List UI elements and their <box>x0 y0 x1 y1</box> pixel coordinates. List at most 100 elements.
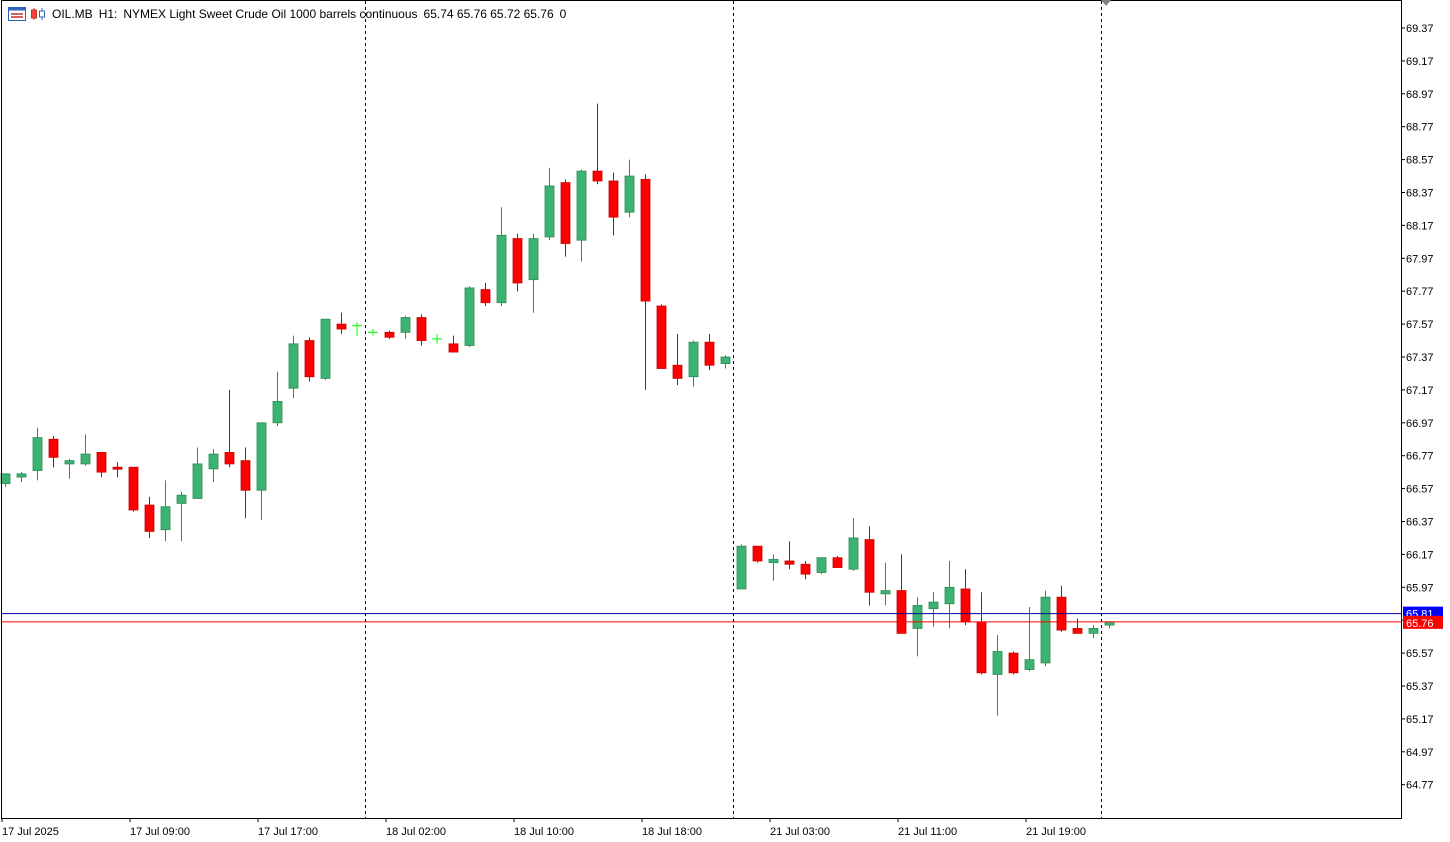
candle <box>432 333 442 344</box>
candle <box>448 335 459 353</box>
candle <box>560 179 571 257</box>
candle-body <box>112 466 123 470</box>
y-tick-label: 68.37 <box>1406 188 1434 200</box>
candle-body <box>288 343 299 389</box>
candle-body <box>208 453 219 470</box>
candlestick-icon[interactable] <box>30 7 48 21</box>
candle <box>512 233 523 292</box>
bid-price-badge <box>1403 615 1443 629</box>
candle <box>464 286 475 348</box>
candle <box>0 473 11 487</box>
y-tick-label: 68.97 <box>1406 89 1434 101</box>
candle <box>928 592 939 627</box>
candle <box>848 518 859 571</box>
x-tick-label: 17 Jul 2025 <box>2 826 59 838</box>
candle <box>256 422 267 520</box>
y-tick-label: 64.97 <box>1406 747 1434 759</box>
y-tick-label: 67.37 <box>1406 352 1434 364</box>
candle-body <box>192 463 203 499</box>
candle-body <box>624 175 635 213</box>
candle-body <box>144 504 155 532</box>
x-tick-label: 18 Jul 02:00 <box>386 826 446 838</box>
timeframe: H1: <box>98 7 118 21</box>
candle-body <box>704 341 715 366</box>
candle-body <box>1088 628 1099 634</box>
candle <box>1072 618 1083 634</box>
candle-body <box>944 586 955 605</box>
candle <box>800 560 811 580</box>
candle <box>1008 651 1019 675</box>
candle <box>912 597 923 657</box>
candle-body <box>496 234 507 304</box>
candle <box>1104 621 1115 629</box>
candle-body <box>32 437 43 471</box>
candle <box>832 556 843 568</box>
y-tick-label: 67.97 <box>1406 253 1434 265</box>
candle-body <box>1040 596 1051 664</box>
shift-marker-icon[interactable] <box>1101 0 1111 6</box>
candle-body <box>528 238 539 281</box>
candle-body <box>176 494 187 504</box>
candle-body <box>560 182 571 244</box>
candle <box>816 557 827 575</box>
candle-body <box>784 560 795 565</box>
candle-body <box>672 364 683 379</box>
y-tick-label: 67.77 <box>1406 286 1434 298</box>
candle-body <box>336 323 347 330</box>
candle-body <box>480 289 491 304</box>
candle-body <box>320 318 331 379</box>
candle <box>208 449 219 483</box>
candle-body <box>256 422 267 491</box>
candle-body <box>448 343 459 353</box>
price-lines <box>2 613 1401 623</box>
candle <box>304 337 315 382</box>
x-tick-label: 18 Jul 18:00 <box>642 826 702 838</box>
candle <box>624 159 635 218</box>
y-tick-label: 69.17 <box>1406 56 1434 68</box>
candle <box>240 447 251 519</box>
chart-window-icon[interactable] <box>8 7 26 21</box>
candle <box>944 560 955 629</box>
candle <box>320 318 331 381</box>
bid-price-label: 65.76 <box>1406 618 1434 630</box>
candle-body <box>592 170 603 182</box>
candle-body <box>960 588 971 623</box>
symbol: OIL.MB <box>52 7 93 21</box>
candle <box>368 329 378 336</box>
candle <box>960 569 971 626</box>
x-tick-label: 17 Jul 17:00 <box>258 826 318 838</box>
candle-body <box>160 506 171 531</box>
candle <box>1088 625 1099 639</box>
candle <box>544 167 555 241</box>
candle <box>720 355 731 369</box>
y-tick-label: 64.77 <box>1406 780 1434 792</box>
candle <box>80 434 91 466</box>
ohlc-values: 65.74 65.76 65.72 65.76 <box>423 7 554 21</box>
time-axis[interactable]: 17 Jul 2025 17 Jul 09:00 17 Jul 17:00 18 Ju… <box>1 818 1086 838</box>
y-tick-label: 65.17 <box>1406 714 1434 726</box>
price-axis[interactable]: 69.37 69.17 68.97 68.77 68.57 68.37 68.17 67.97… <box>1401 23 1434 792</box>
candle-body <box>912 604 923 629</box>
candle-body <box>128 466 139 511</box>
candle-body <box>512 238 523 284</box>
candle-body <box>464 287 475 346</box>
plot-frame <box>1 0 1402 819</box>
candle <box>176 491 187 542</box>
candle-body <box>800 563 811 575</box>
candle-body <box>896 590 907 634</box>
candle-body <box>96 452 107 473</box>
candle <box>128 466 139 512</box>
candle-body <box>848 537 859 570</box>
candle <box>736 544 747 590</box>
candle-body <box>816 557 827 573</box>
candle-body <box>1008 652 1019 674</box>
y-tick-label: 69.37 <box>1406 23 1434 35</box>
y-tick-label: 68.77 <box>1406 122 1434 134</box>
candle-body <box>64 460 75 465</box>
candle <box>688 340 699 387</box>
candles <box>0 103 1115 716</box>
candle <box>400 315 411 339</box>
y-tick-label: 66.57 <box>1406 484 1434 496</box>
candle <box>528 233 539 313</box>
